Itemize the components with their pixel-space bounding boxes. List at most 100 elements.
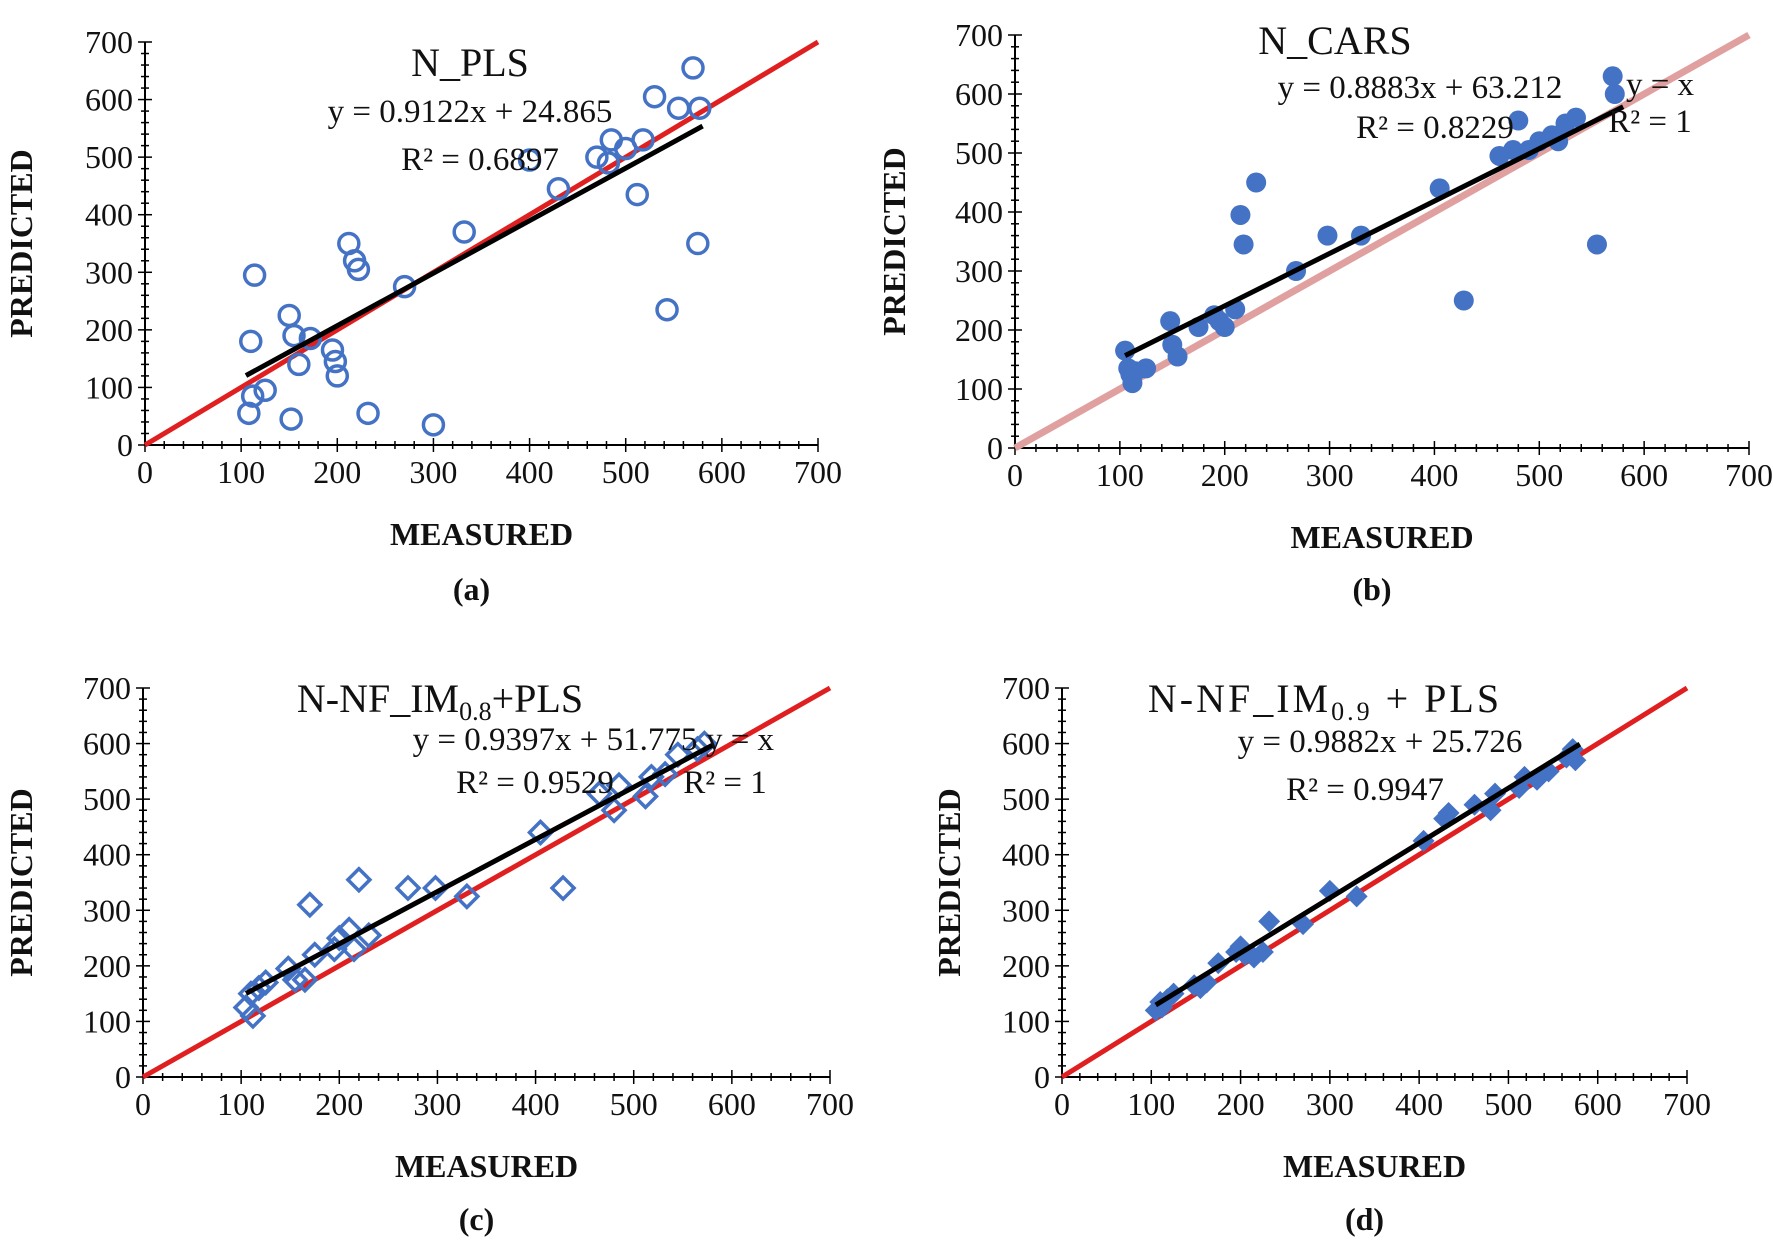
y-tick-label: 500 <box>83 781 131 817</box>
data-point <box>1160 311 1181 332</box>
data-point <box>651 760 679 788</box>
data-point <box>1508 110 1529 131</box>
x-tick-label: 400 <box>512 1086 560 1122</box>
data-point <box>346 257 371 282</box>
data-point <box>681 56 705 80</box>
chart-title-subscript: 0.9 <box>1331 697 1373 726</box>
data-point <box>356 401 380 426</box>
x-tick-label: 300 <box>1306 1086 1354 1122</box>
x-axis-title: MEASURED <box>1283 1148 1466 1184</box>
chart-panel-1: 00 100 100 200 200 300 300 400 400 500 500 600 600 70… <box>3 24 842 607</box>
x-tick-label: 300 <box>1306 457 1354 493</box>
data-point <box>632 782 659 810</box>
y-tick-label: 400 <box>1002 837 1050 873</box>
data-point <box>1604 84 1625 104</box>
data-point <box>1602 66 1623 87</box>
x-tick-label: 600 <box>1574 1086 1622 1122</box>
x-tick-label: 700 <box>794 454 842 490</box>
data-point <box>1345 885 1368 908</box>
data-point <box>1136 358 1157 379</box>
y-tick-label: 200 <box>1002 948 1050 984</box>
y-tick-label: 300 <box>83 892 131 928</box>
fit-line <box>1154 742 1582 1008</box>
x-tick-label: 300 <box>413 1086 461 1122</box>
data-point <box>655 297 679 322</box>
data-point <box>585 145 609 169</box>
data-point <box>394 874 422 902</box>
trend-equation: y = 0.9882x + 25.726 <box>1238 724 1523 760</box>
data-point <box>298 326 323 351</box>
x-tick-label: 700 <box>1663 1086 1711 1122</box>
data-point <box>392 274 417 299</box>
x-tick-label: 700 <box>806 1086 854 1122</box>
chart-panel-4: 00 100 100 200 200 300 300 400 400 500 500 600 600 70… <box>931 670 1711 1237</box>
chart-title-suffix: +PLS <box>492 676 583 721</box>
y-tick-label: 0 <box>115 1059 131 1095</box>
y-axis-title: PREDICTED <box>3 149 39 337</box>
data-point <box>1453 290 1474 311</box>
trend-equation: y = 0.8883x + 63.212 <box>1278 70 1563 106</box>
identity-r-squared: R² = 1 <box>683 765 767 801</box>
trend-equation: y = 0.9397x + 51.775 <box>413 722 698 758</box>
y-tick-label: 100 <box>85 369 133 405</box>
x-tick-label: 100 <box>217 454 265 490</box>
x-tick-label: 0 <box>135 1086 151 1122</box>
identity-equation: y = x <box>706 722 775 758</box>
trend-r-squared: R² = 0.9947 <box>1286 772 1444 808</box>
panel-label: (a) <box>453 571 490 607</box>
y-tick-label: 200 <box>83 948 131 984</box>
data-point <box>549 874 577 902</box>
x-tick-label: 100 <box>217 1086 265 1122</box>
trend-equation: y = 0.9122x + 24.865 <box>328 94 613 130</box>
data-point <box>452 220 476 244</box>
x-tick-label: 400 <box>1395 1086 1443 1122</box>
data-point <box>517 148 542 172</box>
data-point <box>240 384 265 408</box>
x-axis-title: MEASURED <box>395 1148 578 1184</box>
data-point <box>1565 107 1586 128</box>
y-tick-label: 100 <box>83 1003 131 1039</box>
fit-line <box>244 743 714 996</box>
x-tick-label: 600 <box>708 1086 756 1122</box>
data-point <box>279 407 303 431</box>
y-axis-title: PREDICTED <box>931 788 967 976</box>
data-point <box>296 891 324 919</box>
data-point <box>1258 910 1281 933</box>
chart-title-main: N_CARS <box>1258 18 1411 63</box>
y-tick-label: 200 <box>85 312 133 348</box>
y-tick-label: 500 <box>1002 781 1050 817</box>
y-tick-label: 0 <box>987 430 1003 466</box>
panel-label: (b) <box>1352 571 1391 607</box>
chart-title-suffix: + PLS <box>1373 676 1502 721</box>
x-tick-label: 0 <box>137 454 153 490</box>
data-point <box>527 819 554 846</box>
x-axis-title: MEASURED <box>390 516 573 552</box>
chart-title-subscript: 0.8 <box>459 697 492 726</box>
fit-line <box>1123 104 1625 358</box>
data-point <box>1437 802 1460 825</box>
panel-label: (d) <box>1345 1201 1384 1237</box>
chart-title: N-NF_IM0.9 + PLS <box>1148 676 1502 726</box>
x-tick-label: 500 <box>1484 1086 1532 1122</box>
data-point <box>281 966 309 994</box>
x-tick-label: 200 <box>1217 1086 1265 1122</box>
chart-title-main: N-NF_IM <box>297 676 459 721</box>
data-point <box>421 413 446 437</box>
data-point <box>1246 172 1267 193</box>
identity-line <box>143 39 820 448</box>
data-point <box>340 935 368 963</box>
y-tick-label: 100 <box>955 371 1003 407</box>
x-tick-label: 200 <box>1201 457 1249 493</box>
trend-r-squared: R² = 0.6897 <box>401 142 559 178</box>
data-point <box>666 96 691 120</box>
data-point <box>631 128 655 152</box>
data-point <box>325 364 350 388</box>
trend-r-squared: R² = 0.8229 <box>1356 110 1514 146</box>
y-axis-title: PREDICTED <box>3 788 39 976</box>
data-point <box>282 323 306 348</box>
fit-line <box>244 123 704 378</box>
data-point <box>1586 234 1607 255</box>
chart-title: N-NF_IM0.8+PLS <box>297 676 583 726</box>
data-point <box>625 182 650 207</box>
